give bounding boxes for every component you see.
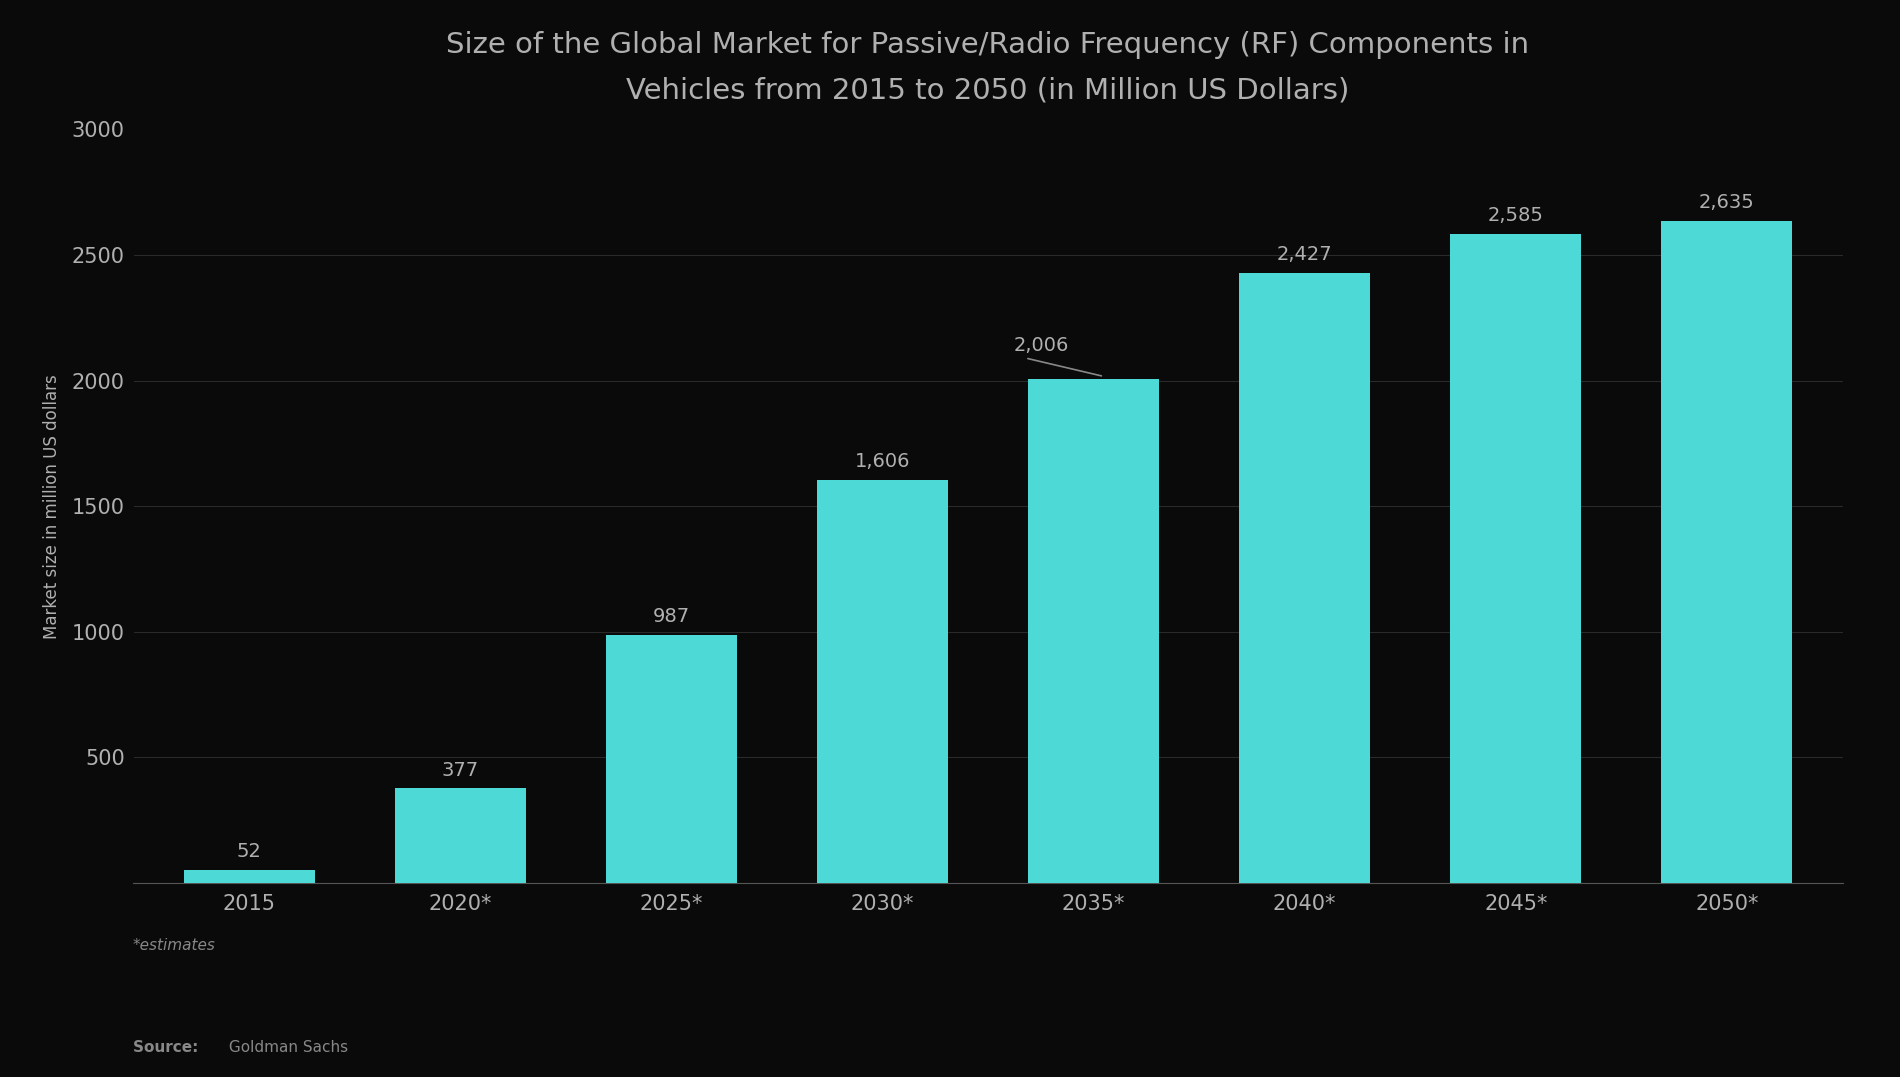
Text: Goldman Sachs: Goldman Sachs xyxy=(224,1040,348,1055)
Bar xyxy=(1028,379,1159,883)
Text: 377: 377 xyxy=(441,760,479,780)
Text: 52: 52 xyxy=(238,842,262,862)
Bar xyxy=(606,635,737,883)
Bar xyxy=(1239,274,1370,883)
Text: 2,635: 2,635 xyxy=(1699,193,1756,212)
Text: *estimates: *estimates xyxy=(133,938,217,953)
Text: Source:: Source: xyxy=(133,1040,203,1055)
Title: Size of the Global Market for Passive/Radio Frequency (RF) Components in
Vehicle: Size of the Global Market for Passive/Ra… xyxy=(446,31,1530,104)
Bar xyxy=(184,870,315,883)
Bar xyxy=(395,788,526,883)
Bar xyxy=(1661,221,1792,883)
Text: 2,006: 2,006 xyxy=(1013,336,1102,376)
Text: 2,585: 2,585 xyxy=(1488,206,1543,225)
Text: 1,606: 1,606 xyxy=(855,451,910,471)
Text: 987: 987 xyxy=(654,607,690,627)
Bar xyxy=(817,479,948,883)
Y-axis label: Market size in million US dollars: Market size in million US dollars xyxy=(42,374,61,639)
Text: 2,427: 2,427 xyxy=(1277,246,1332,265)
Bar xyxy=(1450,234,1581,883)
